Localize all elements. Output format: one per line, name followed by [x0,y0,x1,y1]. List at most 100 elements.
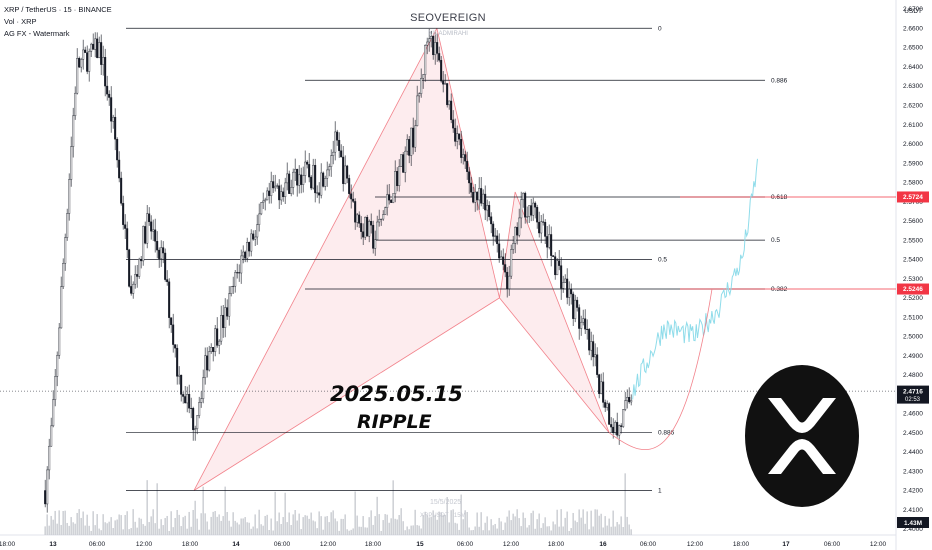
volume-indicator-label[interactable]: Vol · XRP [4,17,37,26]
candle-body [448,100,451,106]
volume-bar [464,510,466,535]
candle-body [424,44,427,75]
volume-bar [366,527,368,535]
candle-body [138,258,141,277]
price-badge[interactable] [897,385,929,404]
volume-bar [84,525,86,535]
price-tick-label: 2.5000 [903,334,923,341]
volume-bar [618,524,620,535]
candle-body [532,202,535,216]
volume-bar [512,513,514,535]
candle-body [208,351,211,371]
price-tick-label: 2.6000 [903,141,923,148]
volume-bar [444,514,446,535]
candle-body [326,169,329,179]
volume-bar [98,528,100,535]
volume-bar [588,529,590,535]
time-tick-label: 06:00 [640,541,657,548]
volume-bar [462,519,464,535]
candle-body [548,234,551,248]
candle-body [92,43,95,50]
volume-bar [242,518,244,535]
candle-body [620,425,623,427]
candle-body [250,233,253,252]
price-tick-label: 2.5300 [903,276,923,283]
candle-body [88,51,91,72]
candle-body [478,188,481,201]
candle-body [312,164,315,189]
volume-bar [208,529,210,535]
volume-bar [58,510,60,535]
volume-bar [214,511,216,535]
volume-bar [614,526,616,535]
volume-bar [582,509,584,535]
watermark-indicator-label[interactable]: AG FX - Watermark [4,29,70,38]
candle-body [512,243,515,250]
candle-body [122,203,125,225]
volume-bar [390,518,392,535]
volume-bar [254,514,256,535]
candle-body [572,293,575,319]
candle-body [442,80,445,85]
candle-body [236,272,239,274]
candle-body [400,154,403,167]
volume-badge[interactable] [897,517,929,528]
candle-body [162,247,165,254]
candle-body [556,260,559,276]
candle-body [628,397,631,403]
candle-body [318,192,321,196]
candle-body [372,224,375,249]
volume-bar [64,510,66,535]
volume-bar [608,518,610,535]
candle-body [592,341,595,358]
candle-body [396,171,399,187]
candle-body [320,172,323,196]
volume-bar [548,526,550,535]
candle-body [148,213,151,223]
price-badge[interactable] [897,283,929,295]
volume-bar [312,520,314,535]
volume-bar [488,530,490,535]
volume-bar [152,509,154,535]
candle-body [180,374,183,395]
candle-body [462,154,465,158]
candle-body [80,59,83,68]
symbol-title[interactable]: XRP / TetherUS · 15 · BINANCE [4,5,112,14]
candle-body [562,282,565,289]
candle-body [276,185,279,187]
fib-levels[interactable]: 0 0.886 0.618 0.5 0.382 0.5 0.886 1 [0,25,896,494]
price-badge[interactable] [897,191,929,203]
volume-bar [486,516,488,535]
volume-bar [110,517,112,535]
candle-body [106,85,109,95]
candle-body [246,242,249,259]
price-tick-label: 2.6400 [903,64,923,71]
volume-bar [550,530,552,535]
candle-body [214,328,217,352]
volume-bar [340,518,342,535]
volume-bar [278,512,280,535]
candle-body [420,78,423,94]
volume-bar [566,511,568,535]
volume-bar [274,491,276,535]
candle-body [328,166,331,171]
volume-bar [376,496,378,535]
candle-body [432,36,435,56]
volume-bar [502,529,504,535]
candle-body [348,178,351,194]
volume-bar [86,514,88,535]
candle-body [174,344,177,349]
volume-bar [602,527,604,535]
volume-bar [142,524,144,535]
time-tick-label: 06:00 [457,541,474,548]
candle-body [340,150,343,158]
time-tick-label: 18:00 [0,541,16,548]
price-axis[interactable]: 2.6700 2.6600 2.6500 2.6400 2.6300 2.6200 2.61… [897,6,929,533]
volume-bar [174,517,176,535]
time-axis[interactable]: 18:00 13 06:00 12:00 18:00 14 06:00 12:00 18:00 1… [0,541,887,548]
volume-bar [112,528,114,535]
volume-bar [146,480,148,535]
candle-body [308,164,311,178]
candle-body [316,192,319,194]
